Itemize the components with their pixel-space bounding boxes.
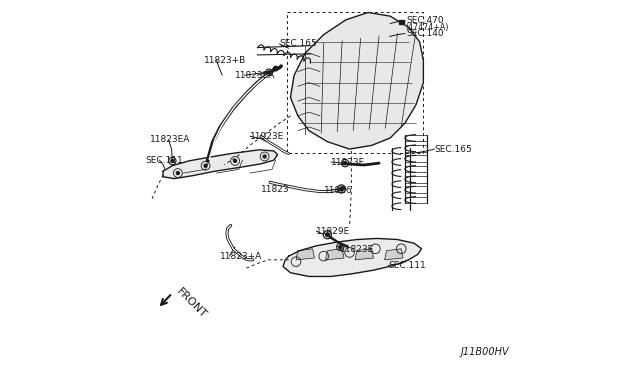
Text: SEC.470: SEC.470	[407, 16, 444, 25]
Circle shape	[263, 155, 266, 158]
Text: 11823EA: 11823EA	[235, 71, 275, 80]
Circle shape	[268, 71, 271, 74]
Text: 11823EA: 11823EA	[150, 135, 191, 144]
Circle shape	[273, 66, 278, 71]
Circle shape	[340, 187, 343, 191]
Polygon shape	[283, 238, 422, 276]
Text: SEC.140: SEC.140	[407, 29, 444, 38]
Circle shape	[339, 246, 342, 248]
Polygon shape	[291, 13, 424, 149]
Text: SEC.111: SEC.111	[388, 261, 426, 270]
Text: 11823+A: 11823+A	[220, 251, 262, 261]
Text: 11923E: 11923E	[250, 132, 284, 141]
Circle shape	[204, 164, 207, 167]
Text: 11823: 11823	[261, 185, 289, 194]
Text: SEC.111: SEC.111	[146, 155, 184, 165]
Circle shape	[171, 160, 174, 162]
Text: 11823+B: 11823+B	[204, 56, 246, 65]
Text: (47474+A): (47474+A)	[405, 23, 449, 32]
Text: FRONT: FRONT	[174, 286, 208, 320]
Text: 11823E: 11823E	[331, 157, 365, 167]
Text: SEC.165: SEC.165	[435, 145, 472, 154]
Text: SEC.165: SEC.165	[280, 39, 317, 48]
Circle shape	[326, 233, 329, 237]
Circle shape	[344, 161, 347, 164]
Polygon shape	[355, 249, 374, 260]
Text: 11829E: 11829E	[316, 227, 351, 235]
Text: 11826: 11826	[324, 186, 352, 195]
Circle shape	[177, 171, 179, 174]
Circle shape	[234, 160, 237, 162]
Polygon shape	[399, 20, 404, 24]
Polygon shape	[296, 249, 314, 260]
Text: J11B00HV: J11B00HV	[460, 347, 509, 357]
Polygon shape	[385, 249, 403, 260]
Text: 11823E: 11823E	[340, 245, 374, 254]
Polygon shape	[326, 249, 344, 260]
Polygon shape	[163, 150, 278, 179]
